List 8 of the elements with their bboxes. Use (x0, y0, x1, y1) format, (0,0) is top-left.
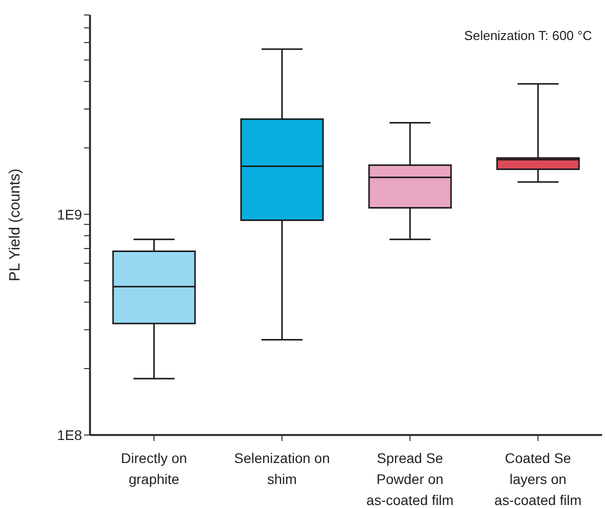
x-tick-label: Coated Se layers on as-coated film (494, 450, 582, 508)
annotation: Selenization T: 600 °C (464, 28, 592, 43)
y-tick-label: 1E8 (57, 426, 82, 443)
y-tick-label: 1E9 (57, 206, 82, 222)
x-tick-label: Selenization on shim (234, 450, 330, 487)
y-axis-title: PL Yield (counts) (6, 168, 24, 282)
x-tick-label: Spread Se Powder on as-coated film (366, 450, 454, 508)
x-tick-label: Directly on graphite (120, 450, 188, 487)
